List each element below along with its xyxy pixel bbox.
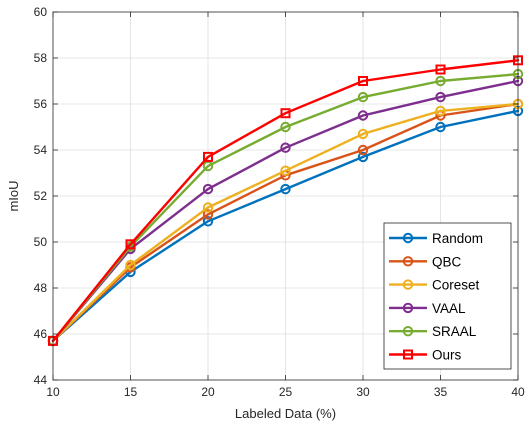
x-tick-label: 25 [279,385,293,399]
legend-item-random: Random [389,231,483,246]
axis-ticks: 10 15 20 25 30 35 40 44 46 48 50 52 54 56 58 60 [34,5,525,399]
legend-item-sraal: SRAAL [389,324,477,339]
data-point-random [202,216,214,227]
data-point-sraal [435,75,446,87]
series-group [47,55,524,347]
legend-marker-vaal [402,302,414,314]
data-point-coreset [125,259,136,271]
y-tick-label: 50 [34,235,48,249]
legend-label-random: Random [432,231,483,246]
data-point-random [435,121,446,133]
y-tick-label: 60 [34,5,48,19]
legend: Random QBC Coreset VAAL SRAAL Ours [383,222,512,370]
legend-marker-random [402,232,414,244]
data-point-vaal [357,110,369,121]
data-point-vaal [435,91,446,103]
legend-item-qbc: QBC [389,254,462,269]
data-point-sraal [357,91,369,103]
data-point-ours [435,64,446,75]
x-tick-label: 30 [356,385,370,399]
legend-label-sraal: SRAAL [432,324,477,339]
legend-label-ours: Ours [432,348,462,363]
series-line-coreset [51,102,520,343]
data-point-sraal [280,121,291,133]
data-point-coreset [280,165,291,176]
data-point-coreset [357,128,369,140]
y-tick-label: 44 [34,373,48,387]
x-tick-label: 40 [511,385,525,399]
y-tick-label: 48 [34,281,48,295]
legend-marker-qbc [402,256,414,267]
legend-box [383,222,512,370]
legend-marker-ours [403,349,413,360]
x-tick-label: 15 [124,385,138,399]
legend-label-qbc: QBC [432,254,462,269]
data-point-vaal [280,142,291,153]
series-line-sraal [51,72,520,343]
x-tick-label: 35 [434,385,448,399]
legend-item-coreset: Coreset [389,278,480,293]
legend-label-vaal: VAAL [432,301,466,316]
series-ours [48,55,523,346]
y-tick-label: 46 [34,327,48,341]
data-point-ours [125,239,136,250]
x-tick-label: 20 [201,385,215,399]
x-tick-label: 10 [46,385,60,399]
legend-marker-coreset [402,279,414,290]
data-point-vaal [202,183,214,195]
data-point-qbc [202,209,214,220]
y-tick-label: 56 [34,97,48,111]
data-point-random [280,183,291,195]
data-point-random [357,151,369,163]
data-point-qbc [357,144,369,156]
legend-label-coreset: Coreset [432,278,480,293]
legend-marker-sraal [402,326,414,337]
legend-item-vaal: VAAL [389,301,466,316]
x-axis-label: Labeled Data (%) [235,406,336,421]
series-line-ours [51,59,520,343]
data-point-ours [280,108,291,119]
data-point-sraal [202,160,214,172]
y-tick-label: 52 [34,189,48,203]
data-point-coreset [202,202,214,213]
data-point-ours [358,76,368,86]
y-tick-label: 54 [34,143,48,157]
y-axis-label: mIoU [6,180,21,211]
data-point-ours [203,151,213,162]
data-point-coreset [435,105,446,117]
legend-item-ours: Ours [389,348,462,363]
y-tick-label: 58 [34,51,48,65]
